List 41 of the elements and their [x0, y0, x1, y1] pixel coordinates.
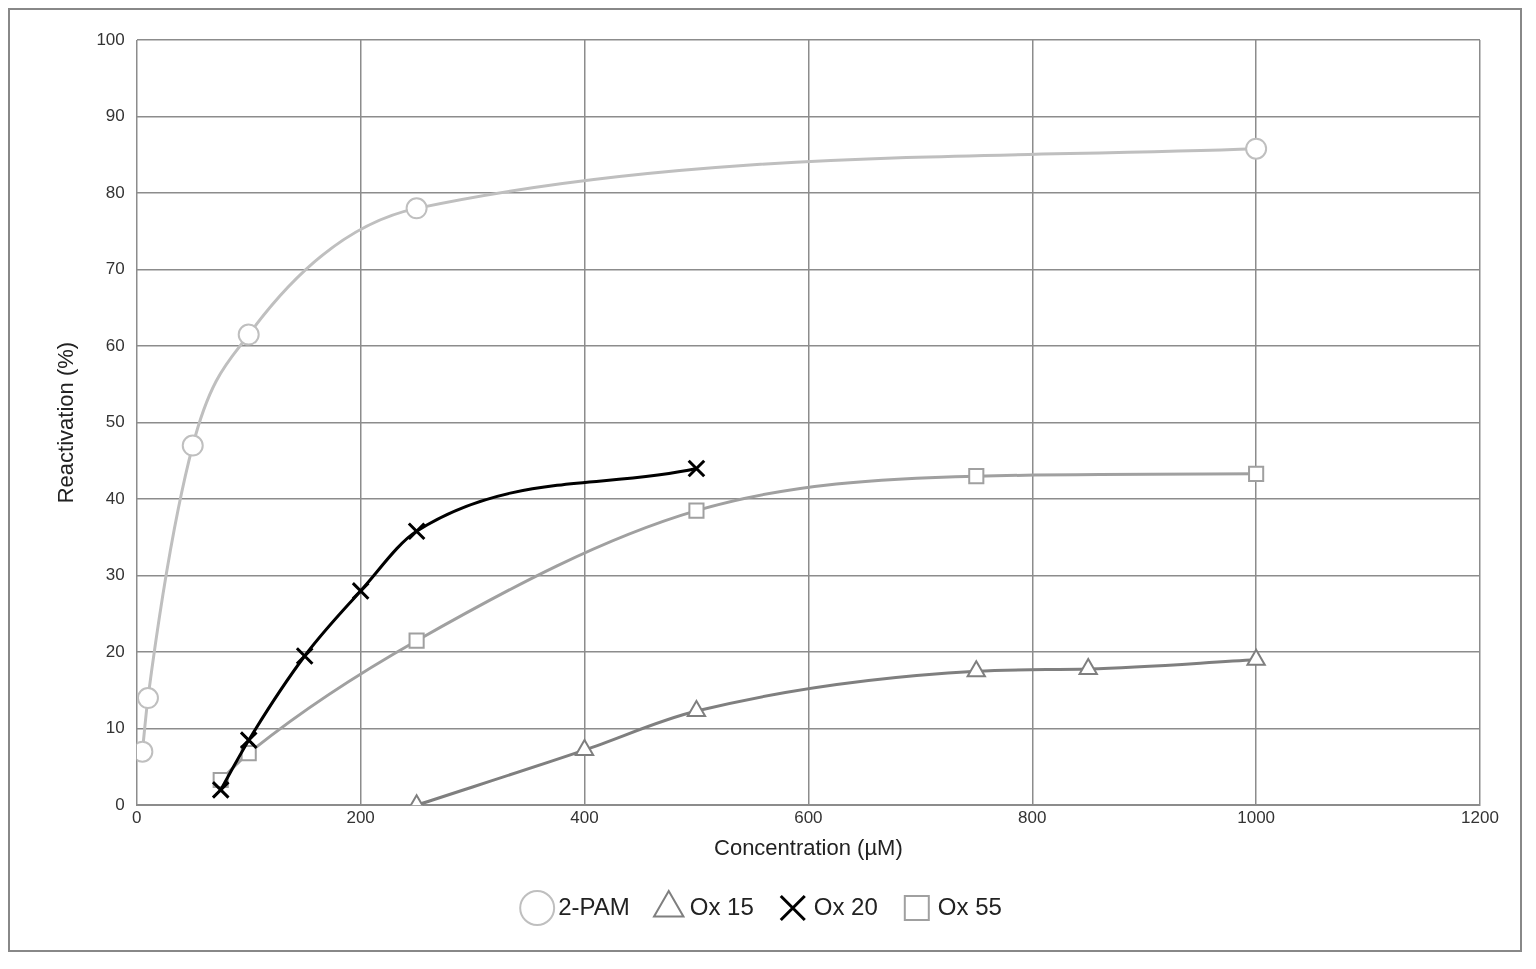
legend-label: 2-PAM: [558, 892, 630, 920]
point: [574, 739, 595, 757]
y-tick-label: 70: [105, 259, 125, 279]
y-axis-title: Reactivation (%): [53, 341, 79, 504]
legend-label: Ox 15: [689, 892, 754, 920]
x-tick-label: 1000: [1237, 808, 1276, 828]
point: [687, 459, 706, 478]
point: [407, 521, 426, 541]
point: [686, 700, 707, 718]
point: [408, 632, 425, 649]
x-tick-label: 0: [132, 808, 142, 828]
point: [405, 197, 428, 220]
x-axis-title: Concentration (µM): [714, 834, 903, 860]
point: [181, 434, 204, 457]
y-tick-label: 100: [96, 29, 125, 49]
point: [968, 468, 985, 485]
point: [211, 780, 230, 800]
point: [237, 323, 260, 346]
y-tick-label: 80: [105, 182, 125, 202]
point: [136, 687, 159, 710]
y-tick-label: 90: [105, 106, 125, 126]
y-tick-label: 0: [115, 794, 125, 814]
legend-label: Ox 55: [937, 892, 1002, 920]
y-tick-label: 30: [105, 565, 125, 585]
y-tick-label: 20: [105, 641, 125, 661]
x-tick-label: 200: [346, 808, 375, 828]
point: [1245, 137, 1268, 160]
point: [1248, 465, 1265, 482]
x-tick-label: 600: [794, 808, 823, 828]
y-tick-label: 10: [105, 718, 125, 738]
point: [239, 730, 258, 750]
x-tick-label: 1200: [1461, 808, 1499, 828]
legend-label: Ox 20: [813, 892, 878, 920]
x-tick-label: 800: [1018, 808, 1047, 828]
y-tick-label: 60: [105, 335, 125, 355]
point: [295, 646, 314, 666]
y-tick-label: 40: [105, 488, 125, 508]
point: [688, 502, 705, 519]
y-tick-label: 50: [105, 412, 125, 432]
point: [351, 581, 370, 601]
x-tick-label: 400: [570, 808, 599, 828]
